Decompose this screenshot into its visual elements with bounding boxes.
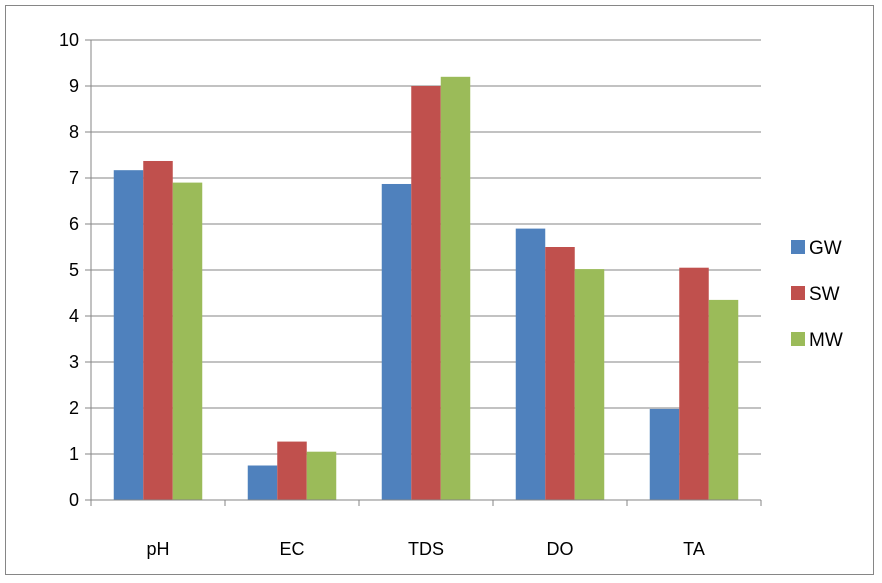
legend-label-gw: GW xyxy=(809,238,842,259)
bar-ph-gw xyxy=(113,170,144,500)
x-tick-label-tds: TDS xyxy=(408,539,444,559)
y-tick-label-8: 8 xyxy=(69,122,79,142)
bar-tds-sw xyxy=(411,86,441,500)
legend-label-mw: MW xyxy=(809,330,843,351)
y-tick-label-7: 7 xyxy=(69,168,79,188)
y-tick-label-0: 0 xyxy=(69,490,79,510)
legend-label-sw: SW xyxy=(809,284,840,305)
bars xyxy=(113,76,739,501)
y-tick-label-3: 3 xyxy=(69,352,79,372)
bar-ta-sw xyxy=(679,267,709,500)
x-axis-tick-labels: pH EC TDS DO TA xyxy=(146,539,704,559)
legend-swatch-mw xyxy=(791,332,805,346)
bar-ta-gw xyxy=(649,408,680,500)
bar-do-sw xyxy=(545,247,575,500)
x-tick-label-ph: pH xyxy=(146,539,169,559)
bar-ec-sw xyxy=(277,441,307,500)
bar-ec-gw xyxy=(247,465,278,500)
x-tick-label-ta: TA xyxy=(683,539,705,559)
legend-swatch-sw xyxy=(791,286,805,300)
x-tick-label-do: DO xyxy=(547,539,574,559)
x-tick-label-ec: EC xyxy=(279,539,304,559)
y-tick-label-6: 6 xyxy=(69,214,79,234)
y-tick-label-5: 5 xyxy=(69,260,79,280)
bar-ec-mw xyxy=(306,451,337,500)
y-axis-tick-labels: 0 1 2 3 4 5 6 7 8 9 10 xyxy=(59,30,79,510)
bar-tds-gw xyxy=(381,183,412,501)
bar-ph-mw xyxy=(172,182,203,500)
y-tick-label-1: 1 xyxy=(69,444,79,464)
bar-do-gw xyxy=(515,228,546,500)
bar-ph-sw xyxy=(143,160,173,501)
bar-do-mw xyxy=(574,269,605,500)
axes xyxy=(85,39,762,506)
y-tick-label-2: 2 xyxy=(69,398,79,418)
bar-tds-mw xyxy=(440,76,471,501)
y-tick-label-4: 4 xyxy=(69,306,79,326)
legend: GW SW MW xyxy=(791,238,843,351)
y-tick-label-10: 10 xyxy=(59,30,79,50)
bar-ta-mw xyxy=(708,299,739,500)
legend-swatch-gw xyxy=(791,240,805,254)
y-tick-label-9: 9 xyxy=(69,76,79,96)
